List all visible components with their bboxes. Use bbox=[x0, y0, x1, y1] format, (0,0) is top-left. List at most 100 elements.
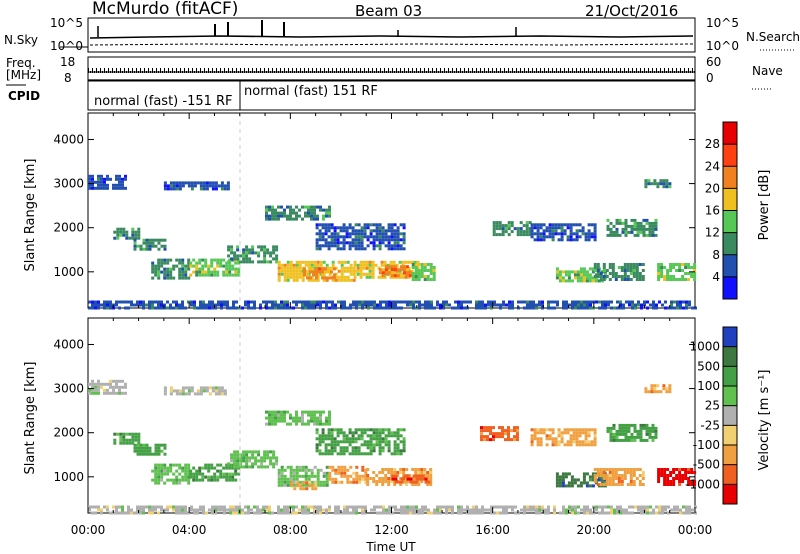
velocity-y-axis: 1000 2000 3000 4000 bbox=[53, 318, 696, 513]
velocity-colorbar-cell bbox=[723, 346, 737, 367]
power-patch bbox=[277, 260, 356, 282]
nsky-tick-top: 10^5 bbox=[50, 16, 83, 30]
cpid-mode-2: normal (fast) 151 RF bbox=[244, 84, 378, 99]
velocity-panel: 1000 2000 3000 4000 00:00 04:00 08:00 12:00 16:… bbox=[23, 317, 772, 554]
velocity-colorbar-cell bbox=[723, 386, 737, 406]
power-ylabel: Slant Range [km] bbox=[23, 159, 38, 272]
power-colorbar-cell bbox=[723, 166, 737, 189]
power-y-axis: 1000 2000 3000 4000 bbox=[53, 113, 696, 308]
power-patch bbox=[151, 258, 191, 280]
nsearch-label: N.Search bbox=[746, 30, 800, 44]
velocity-colorbar-cell bbox=[723, 405, 737, 426]
power-colorbar-label: Power [dB] bbox=[757, 170, 772, 241]
power-colorbar-tick-label: 4 bbox=[712, 270, 720, 284]
velocity-patch bbox=[189, 463, 241, 482]
nsearch-tick-top: 10^5 bbox=[706, 16, 739, 30]
power-patch bbox=[315, 223, 406, 251]
power-patch bbox=[411, 263, 436, 281]
velocity-colorbar-cell bbox=[723, 445, 737, 465]
date-title: 21/Oct/2016 bbox=[585, 2, 678, 20]
power-patch bbox=[88, 300, 697, 310]
power-patch bbox=[657, 263, 697, 281]
power-patch bbox=[133, 238, 167, 251]
power-patch bbox=[593, 263, 645, 281]
velocity-ytick-label: 4000 bbox=[53, 337, 84, 351]
velocity-patch bbox=[227, 450, 279, 469]
velocity-xlabel: Time UT bbox=[365, 540, 416, 554]
power-ytick-label: 4000 bbox=[53, 132, 84, 146]
velocity-colorbar: 1000 500 100 25 -25 -100 -500 -1000 bbox=[685, 326, 738, 505]
nsky-panel: N.Sky 10^5 10^0 N.Search 10^5 10^0 bbox=[4, 16, 800, 53]
velocity-x-axis: 00:00 04:00 08:00 12:00 16:00 20:00 00:00 bbox=[71, 523, 713, 537]
power-colorbar-cell bbox=[723, 144, 737, 167]
velocity-patch bbox=[315, 428, 406, 456]
velocity-patch bbox=[113, 432, 141, 445]
power-heatmap bbox=[88, 174, 697, 310]
power-patch bbox=[303, 267, 336, 280]
power-patch bbox=[227, 245, 279, 264]
velocity-colorbar-tick-label: -100 bbox=[693, 438, 720, 452]
velocity-patch bbox=[151, 463, 191, 485]
velocity-colorbar-cell bbox=[723, 366, 737, 386]
velocity-patch bbox=[163, 386, 227, 396]
freq-tick-bottom: 8 bbox=[64, 71, 72, 85]
velocity-patch bbox=[657, 468, 697, 486]
power-patch bbox=[606, 218, 658, 237]
velocity-ylabel: Slant Range [km] bbox=[23, 362, 38, 475]
velocity-xtick-label: 16:00 bbox=[475, 523, 510, 537]
power-ytick-label: 2000 bbox=[53, 221, 84, 235]
velocity-colorbar-tick-label: 1000 bbox=[689, 340, 720, 354]
cpid-mode-1: normal (fast) -151 RF bbox=[94, 94, 233, 109]
velocity-xtick-label: 12:00 bbox=[374, 523, 409, 537]
power-patch bbox=[189, 258, 241, 277]
velocity-patch bbox=[606, 423, 658, 442]
velocity-xtick-label: 00:00 bbox=[71, 523, 106, 537]
velocity-colorbar-frame bbox=[722, 326, 738, 505]
power-patch bbox=[492, 221, 532, 237]
velocity-colorbar-tick-label: -1000 bbox=[685, 477, 720, 491]
freq-label-line2: [MHz] bbox=[6, 68, 41, 82]
velocity-colorbar-cell bbox=[723, 425, 737, 445]
station-title: McMurdo (fitACF) bbox=[92, 0, 238, 19]
power-colorbar-cell bbox=[723, 210, 737, 233]
velocity-patch bbox=[391, 474, 431, 484]
velocity-ytick-label: 1000 bbox=[53, 470, 84, 484]
power-colorbar-cell bbox=[723, 122, 737, 145]
freq-tick-top: 18 bbox=[60, 55, 75, 69]
power-colorbar-tick-label: 16 bbox=[705, 204, 720, 218]
velocity-xtick-label: 00:00 bbox=[678, 523, 713, 537]
velocity-patch bbox=[133, 443, 167, 456]
power-patch bbox=[113, 227, 141, 240]
velocity-patch bbox=[593, 468, 645, 486]
velocity-xtick-label: 08:00 bbox=[273, 523, 308, 537]
power-ytick-label: 3000 bbox=[53, 177, 84, 191]
power-colorbar-tick-label: 28 bbox=[705, 137, 720, 151]
power-ytick-label: 1000 bbox=[53, 265, 84, 279]
velocity-colorbar-cell bbox=[723, 327, 737, 347]
velocity-colorbar-label: Velocity [m s⁻¹] bbox=[757, 370, 772, 471]
velocity-colorbar-cell bbox=[723, 484, 737, 504]
velocity-ytick-label: 3000 bbox=[53, 382, 84, 396]
power-patch bbox=[530, 223, 597, 242]
power-patch bbox=[88, 174, 127, 190]
velocity-colorbar-tick-label: 25 bbox=[705, 399, 720, 413]
power-colorbar-tick-label: 8 bbox=[712, 248, 720, 262]
power-panel: 1000 2000 3000 4000 Slant Range [km] 4 8 12 16… bbox=[23, 112, 772, 310]
velocity-patch bbox=[328, 465, 368, 484]
velocity-colorbar-tick-label: 100 bbox=[697, 379, 720, 393]
nave-tick-top: 60 bbox=[706, 55, 721, 69]
nave-label: Nave bbox=[752, 64, 783, 78]
velocity-patch bbox=[88, 379, 127, 395]
velocity-colorbar-tick-label: -500 bbox=[693, 458, 720, 472]
velocity-xtick-label: 20:00 bbox=[577, 523, 612, 537]
freq-label-line1: Freq. bbox=[6, 56, 36, 70]
velocity-patch bbox=[480, 426, 519, 442]
freq-panel: Freq. [MHz] 18 8 Nave 60 0 bbox=[6, 55, 783, 90]
velocity-colorbar-tick-label: 500 bbox=[697, 359, 720, 373]
power-colorbar-cell bbox=[723, 188, 737, 211]
velocity-ytick-label: 2000 bbox=[53, 426, 84, 440]
power-colorbar-tick-label: 12 bbox=[705, 226, 720, 240]
power-colorbar-tick-label: 24 bbox=[705, 159, 720, 173]
beam-title: Beam 03 bbox=[355, 2, 422, 20]
